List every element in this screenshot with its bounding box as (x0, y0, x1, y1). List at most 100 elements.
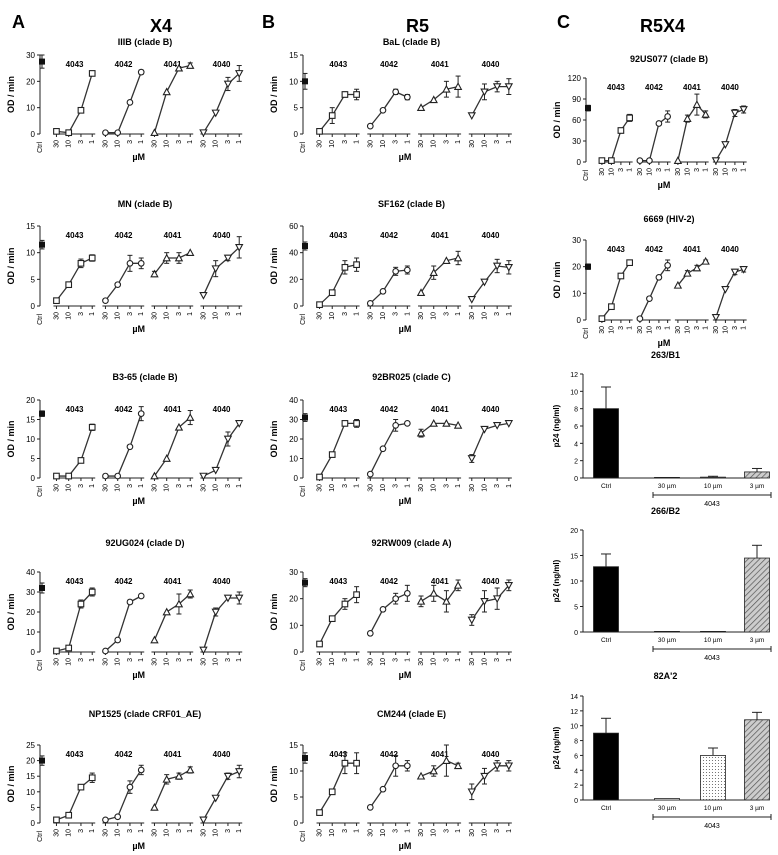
square-marker (608, 157, 615, 164)
square-marker (353, 91, 360, 98)
x-tick-label: 1 (506, 829, 513, 833)
x-tick-label: 10 (66, 312, 73, 320)
x-tick-label: 10 (213, 658, 220, 666)
category-label: 30 µm (658, 637, 676, 644)
y-tick-label: 30 (26, 588, 35, 597)
series-line (56, 777, 93, 821)
series-4040: 4040 30 10 3 1 (467, 405, 514, 492)
y-tick-label: 10 (26, 249, 35, 258)
compound-label: 4041 (431, 750, 449, 759)
compound-label: 4042 (115, 577, 133, 586)
y-tick-label: 25 (26, 741, 35, 750)
triangle-marker (185, 413, 195, 421)
ctrl-marker (39, 585, 45, 591)
triangle-down-marker (730, 268, 740, 277)
chart-title: 263/B1 (651, 350, 680, 360)
y-tick-label: 20 (570, 528, 578, 535)
y-tick-label: 20 (26, 396, 35, 405)
compound-label: 4040 (482, 577, 500, 586)
x-axis-label: µM (658, 338, 671, 348)
x-tick-label: 1 (89, 658, 96, 662)
y-tick-label: 20 (572, 263, 581, 272)
triangle-marker (429, 418, 438, 427)
x-tick-label: 10 (684, 326, 691, 334)
circle-marker (102, 129, 109, 137)
square-marker (77, 106, 85, 114)
square-marker (617, 272, 625, 280)
x-tick-label: 30 (367, 658, 374, 666)
x-tick-label: 30 (418, 484, 425, 492)
x-tick-label: Ctrl (300, 660, 307, 671)
triangle-marker (162, 607, 171, 616)
y-tick-label: 5 (31, 455, 36, 464)
square-marker (53, 472, 60, 480)
compound-label: 4042 (380, 750, 398, 759)
group-label: 4043 (704, 655, 720, 662)
triangle-down-marker (480, 425, 489, 434)
x-tick-label: 3 (656, 326, 663, 330)
x-tick-label: 3 (342, 484, 349, 488)
compound-label: 4040 (721, 83, 739, 92)
compound-label: 4041 (164, 60, 182, 69)
y-tick-label: 5 (31, 275, 36, 284)
triangle-down-marker (467, 295, 477, 304)
y-tick-label: 10 (289, 767, 298, 776)
triangle-down-marker (234, 768, 244, 776)
compound-label: 4041 (683, 245, 701, 254)
circle-marker (379, 605, 387, 613)
x-tick-label: 3 (127, 829, 134, 833)
compound-label: 4042 (115, 60, 133, 69)
y-axis-label: OD / min (6, 76, 16, 113)
x-axis-label: µM (399, 152, 412, 162)
compound-label: 4043 (607, 245, 625, 254)
x-tick-label: 10 (431, 829, 438, 837)
x-tick-label: 1 (354, 829, 361, 833)
x-tick-label: 3 (443, 140, 450, 144)
x-tick-label: 10 (115, 140, 122, 148)
x-tick-label: 1 (506, 140, 513, 144)
y-axis-label: OD / min (6, 765, 16, 802)
circle-marker (403, 589, 411, 597)
chart-title: MN (clade B) (118, 199, 173, 209)
y-axis-label: p24 (ng/ml) (552, 726, 561, 769)
x-tick-label: 3 (732, 168, 739, 172)
compound-label: 4041 (431, 60, 449, 69)
x-tick-label: 30 (367, 140, 374, 148)
x-tick-label: 1 (404, 829, 411, 833)
y-tick-label: 10 (289, 621, 298, 630)
square-marker (608, 303, 615, 311)
series-line (601, 117, 631, 162)
y-tick-label: 8 (574, 407, 578, 414)
circle-marker (126, 259, 134, 267)
series-line (202, 597, 240, 651)
triangle-marker (442, 418, 451, 427)
x-tick-label: 10 (213, 140, 220, 148)
triangle-down-marker (211, 794, 220, 803)
x-tick-label: 30 (200, 312, 207, 320)
compound-label: 4043 (607, 83, 625, 92)
series-line (56, 427, 93, 477)
square-marker (77, 600, 85, 608)
triangle-marker (416, 428, 426, 437)
square-marker (53, 647, 60, 655)
y-tick-label: 20 (289, 275, 298, 284)
bar (654, 476, 680, 479)
compound-label: 4042 (115, 750, 133, 759)
triangle-marker (162, 253, 171, 262)
triangle-down-marker (480, 88, 489, 97)
x-tick-label: 1 (354, 658, 361, 662)
x-tick-label: 30 (200, 484, 207, 492)
x-tick-label: 1 (187, 829, 194, 833)
triangle-down-marker (711, 313, 721, 322)
chart-title: 92BR025 (clade C) (372, 372, 451, 382)
triangle-marker (174, 599, 184, 608)
y-tick-label: 15 (26, 772, 35, 781)
square-marker (77, 259, 85, 267)
y-axis-label: p24 (ng/ml) (552, 559, 561, 602)
series-4041: 4041 30 10 3 1 (150, 60, 195, 148)
x-tick-label: 30 (53, 140, 60, 148)
x-tick-label: 30 (102, 140, 109, 148)
